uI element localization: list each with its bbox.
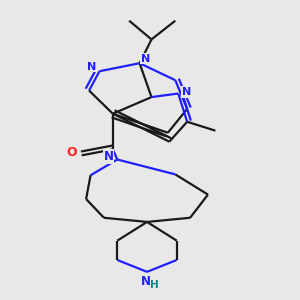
Text: H: H xyxy=(150,280,159,290)
Text: N: N xyxy=(87,62,97,72)
Text: N: N xyxy=(140,275,151,288)
Text: N: N xyxy=(182,87,191,97)
Text: N: N xyxy=(141,54,150,64)
Text: N: N xyxy=(103,150,113,163)
Text: O: O xyxy=(67,146,77,160)
